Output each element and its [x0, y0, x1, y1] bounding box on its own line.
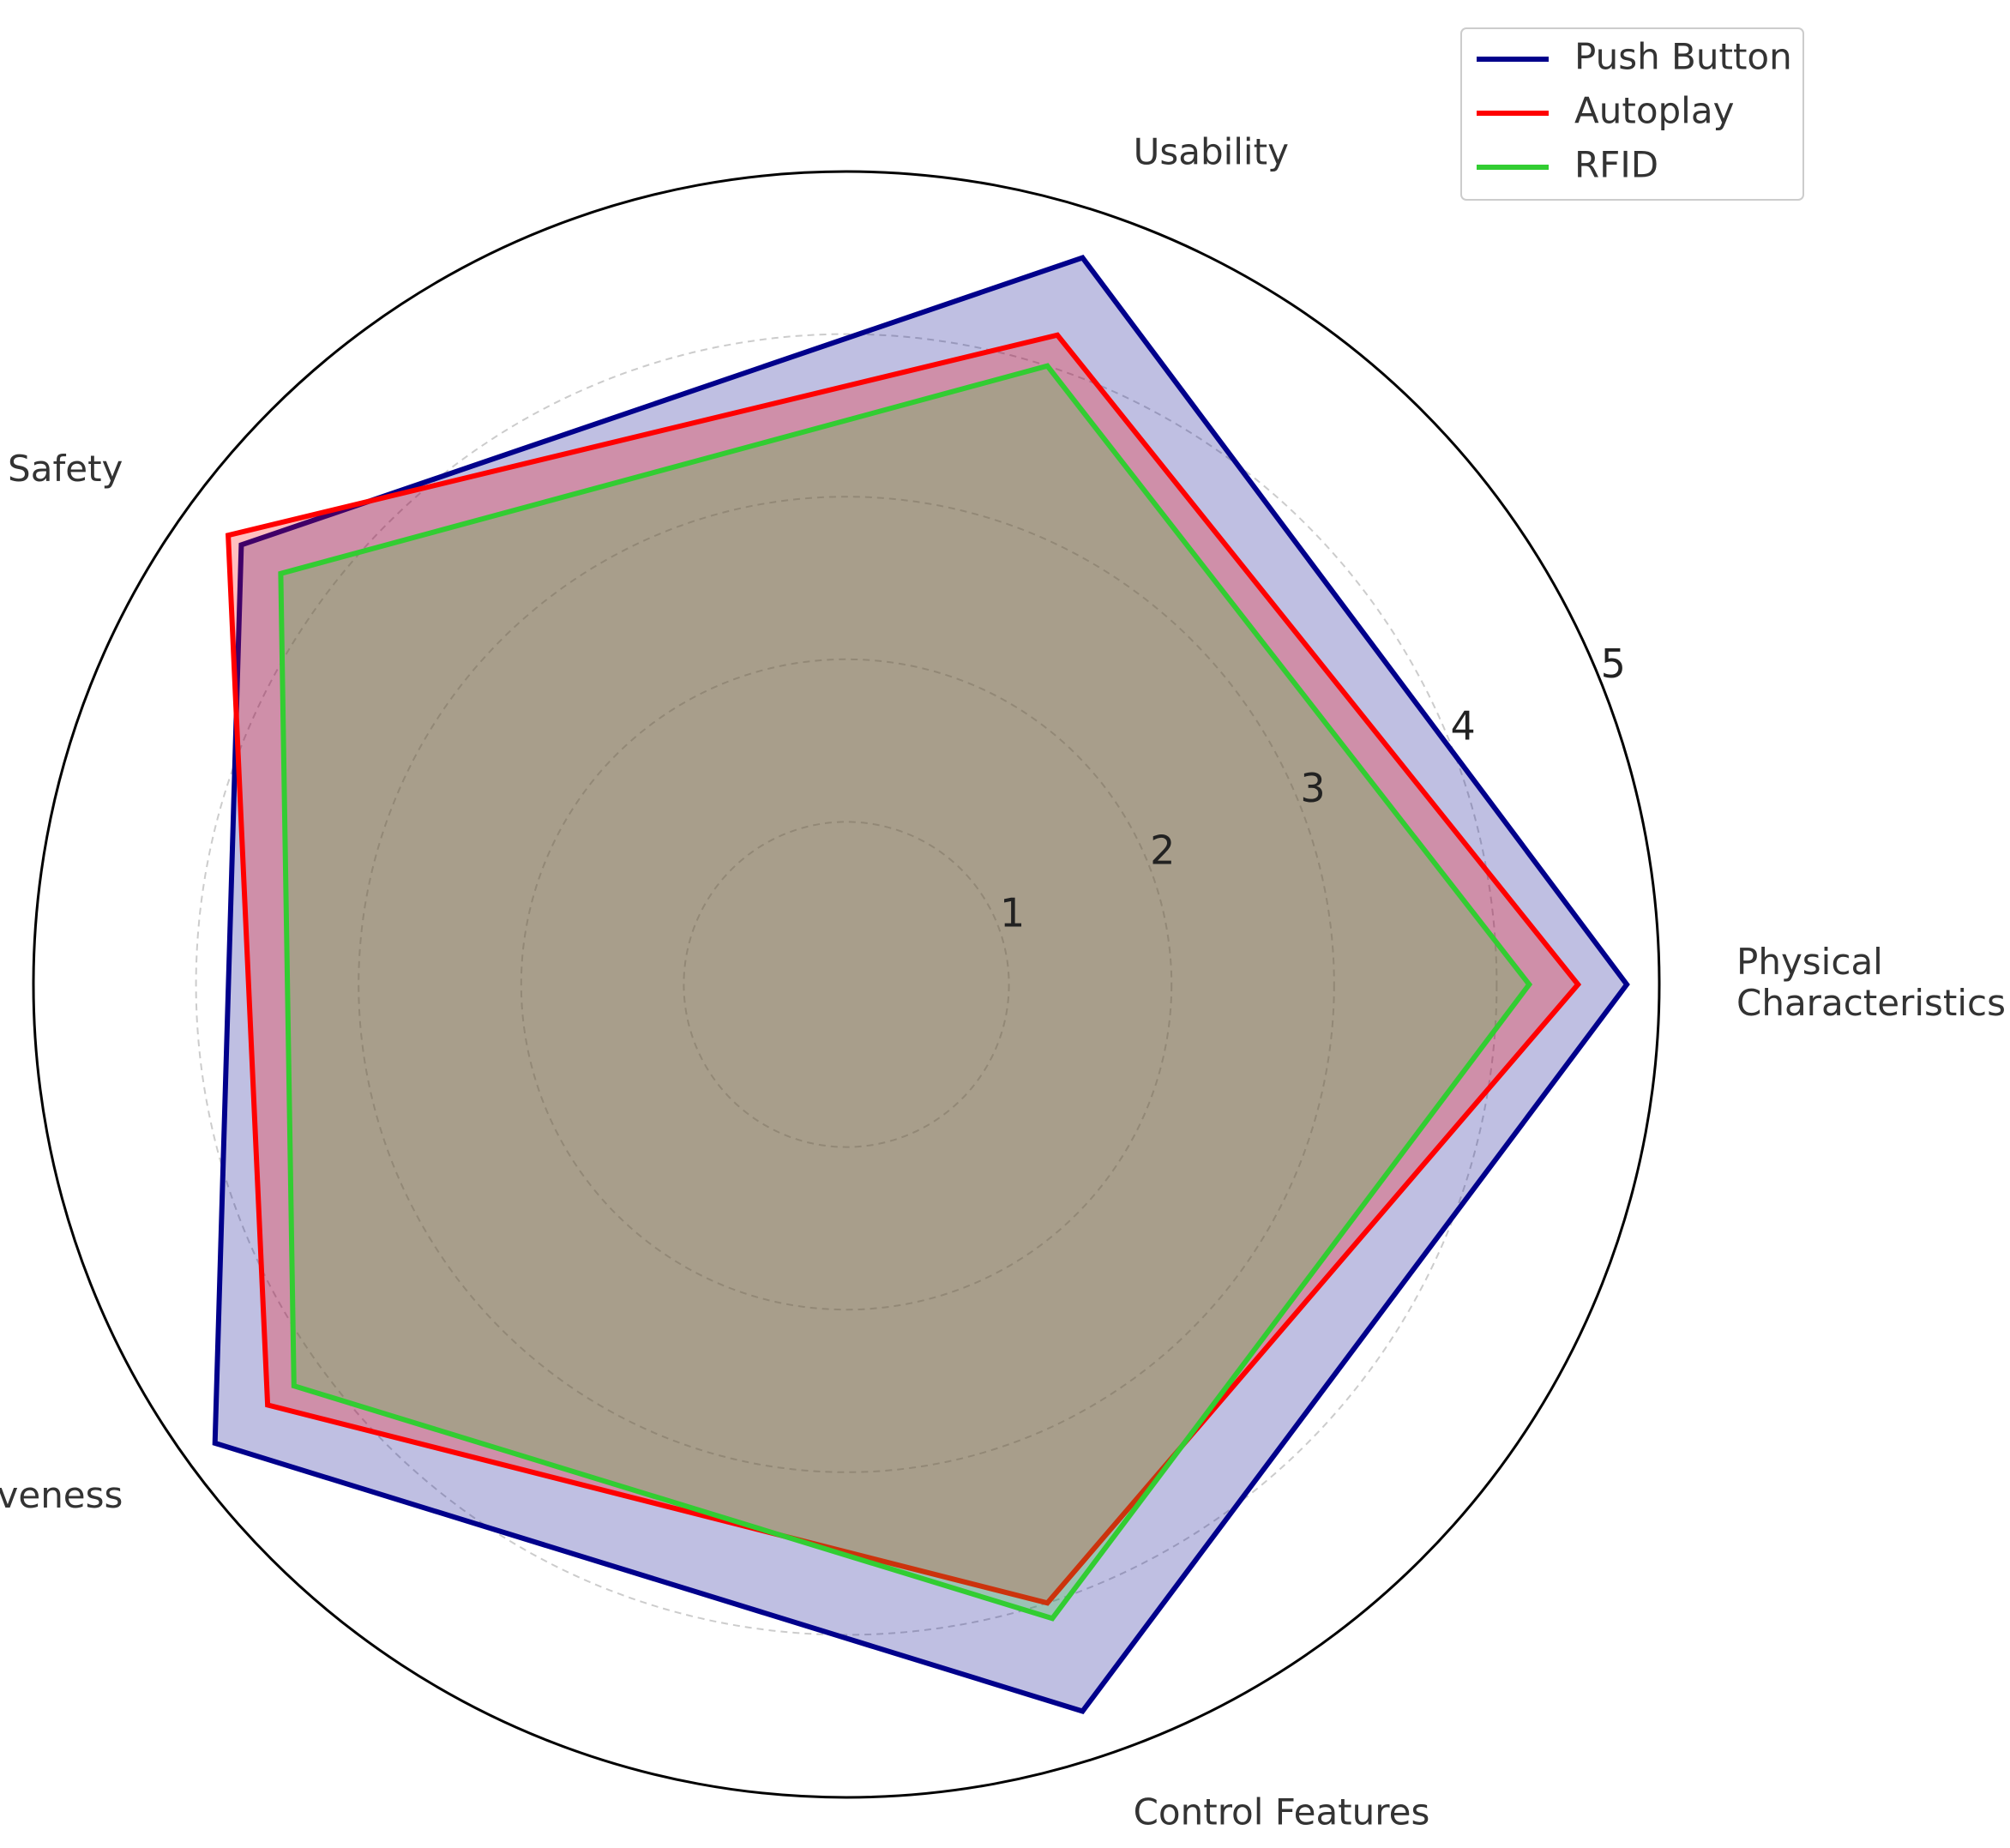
series-area	[280, 365, 1530, 1619]
grid-circle	[358, 496, 1335, 1473]
series-line	[278, 363, 1533, 1622]
series-line	[225, 332, 1582, 1606]
r-tick-label: 5	[1601, 641, 1626, 687]
r-tick-label: 2	[1150, 828, 1175, 874]
category-label: Effectiveness	[0, 1474, 123, 1516]
category-label: Safety	[8, 448, 123, 490]
series-area	[228, 334, 1579, 1604]
legend: Push Button Autoplay RFID	[1460, 27, 1804, 201]
series-area	[214, 257, 1628, 1712]
outer-circle	[32, 170, 1661, 1799]
legend-label: Autoplay	[1574, 90, 1734, 132]
legend-label: Push Button	[1574, 36, 1792, 78]
category-label: Physical Characteristics	[1736, 941, 2006, 1024]
grid-circle	[520, 658, 1173, 1311]
legend-box	[1460, 27, 1804, 201]
r-tick-label: 4	[1451, 703, 1476, 749]
r-tick-label: 1	[1000, 889, 1025, 936]
series-line	[212, 254, 1630, 1714]
grid-circle	[195, 333, 1498, 1636]
category-label: Control Features	[1134, 1791, 1430, 1833]
r-tick-label: 3	[1300, 765, 1325, 811]
category-label: Usability	[1134, 130, 1289, 172]
grid-circle	[683, 821, 1010, 1148]
legend-label: RFID	[1574, 144, 1658, 186]
